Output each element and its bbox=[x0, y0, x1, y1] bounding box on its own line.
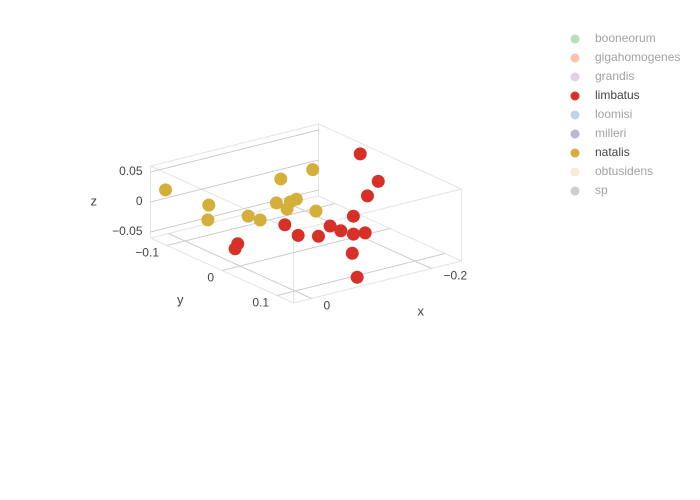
legend-marker bbox=[570, 53, 580, 63]
legend-item[interactable]: milleri bbox=[570, 126, 627, 140]
grid-line bbox=[166, 203, 336, 246]
legend-label: natalis bbox=[595, 145, 630, 159]
legend-label: sp bbox=[595, 183, 608, 197]
z-tick-label: 0 bbox=[136, 194, 143, 208]
box-edge bbox=[293, 188, 462, 232]
data-point bbox=[269, 196, 283, 210]
y-axis-title: y bbox=[177, 292, 184, 307]
x-tick-label: −0.2 bbox=[444, 269, 468, 283]
y-tick-label: −0.1 bbox=[135, 246, 159, 260]
legend-item[interactable]: booneorum bbox=[570, 31, 656, 45]
legend-item[interactable]: sp bbox=[570, 183, 609, 197]
data-point bbox=[280, 202, 294, 216]
legend-marker bbox=[570, 110, 580, 120]
legend-marker bbox=[570, 91, 580, 101]
data-point bbox=[345, 246, 359, 260]
data-point bbox=[309, 204, 323, 218]
box-edge bbox=[318, 123, 462, 190]
legend-label: loomisi bbox=[595, 107, 632, 121]
legend-label: booneorum bbox=[595, 31, 656, 45]
grid-line bbox=[150, 129, 319, 173]
data-point bbox=[201, 213, 215, 227]
legend-label: milleri bbox=[595, 126, 626, 140]
legend-marker bbox=[570, 34, 580, 44]
data-point bbox=[228, 242, 242, 256]
data-point bbox=[274, 172, 288, 186]
data-point bbox=[159, 183, 173, 197]
box-edge bbox=[150, 123, 319, 167]
x-axis-title: x bbox=[418, 303, 425, 318]
z-tick-label: −0.05 bbox=[112, 224, 143, 238]
data-point bbox=[346, 227, 360, 241]
legend-label: limbatus bbox=[595, 88, 640, 102]
legend-marker bbox=[570, 148, 580, 158]
legend-item[interactable]: grandis bbox=[570, 69, 635, 83]
legend-label: gigahomogenes bbox=[595, 50, 680, 64]
legend-item[interactable]: natalis bbox=[570, 145, 630, 159]
data-point bbox=[334, 224, 348, 238]
data-point bbox=[346, 209, 360, 223]
legend-item[interactable]: obtusidens bbox=[570, 164, 654, 178]
data-point bbox=[350, 270, 364, 284]
data-point bbox=[253, 213, 267, 227]
legend-marker bbox=[570, 129, 580, 139]
data-point bbox=[241, 209, 255, 223]
legend-item[interactable]: limbatus bbox=[570, 88, 640, 102]
x-tick-label: 0 bbox=[324, 299, 331, 313]
legend-marker bbox=[570, 167, 580, 177]
z-axis-title: z bbox=[91, 193, 98, 208]
legend-marker bbox=[570, 72, 580, 82]
legend-item[interactable]: loomisi bbox=[570, 107, 633, 121]
grid-line bbox=[150, 159, 319, 203]
data-point bbox=[371, 174, 385, 188]
legend-item[interactable]: gigahomogenes bbox=[570, 50, 681, 64]
data-point bbox=[291, 228, 305, 242]
data-point bbox=[202, 198, 216, 212]
data-point bbox=[353, 147, 367, 161]
data-point bbox=[323, 219, 337, 233]
y-tick-label: 0.1 bbox=[252, 296, 269, 310]
data-point bbox=[306, 163, 320, 177]
z-tick-label: 0.05 bbox=[119, 164, 143, 178]
legend-label: grandis bbox=[595, 69, 634, 83]
legend-marker bbox=[570, 186, 580, 196]
data-point bbox=[311, 229, 325, 243]
y-tick-label: 0 bbox=[207, 271, 214, 285]
legend-label: obtusidens bbox=[595, 164, 653, 178]
box-edge bbox=[293, 260, 462, 304]
data-point bbox=[358, 226, 372, 240]
data-point bbox=[360, 189, 374, 203]
data-point bbox=[278, 218, 292, 232]
